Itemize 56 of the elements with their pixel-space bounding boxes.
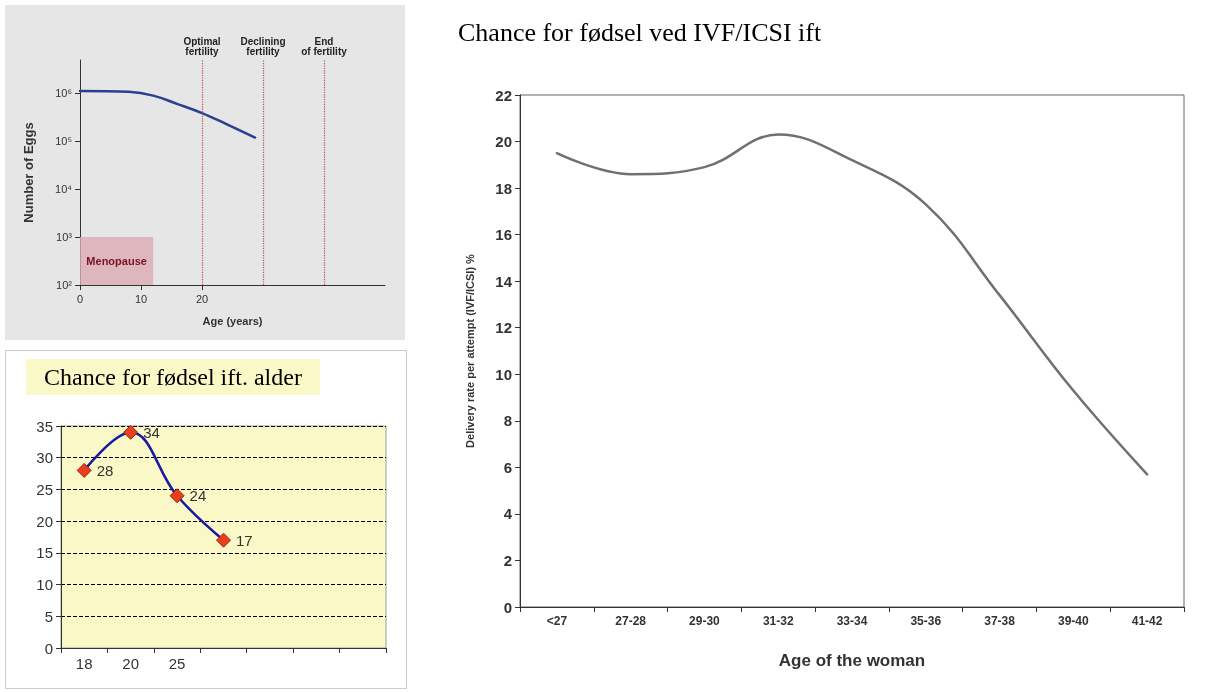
x-tick-label: 35-36: [910, 614, 942, 628]
y-tick-label: 2: [503, 551, 512, 569]
chart-title: Chance for fødsel ift. alder: [44, 364, 302, 390]
x-tick-label: 31-32: [762, 614, 794, 628]
y-tick-label: 14: [495, 272, 513, 290]
y-tick-label: 0: [44, 639, 53, 657]
x-tick-label: 10: [134, 292, 148, 305]
y-tick-label: 15: [36, 544, 53, 562]
y-tick-label: 16: [495, 226, 512, 244]
y-axis-title: Delivery rate per attempt (IVF/ICSI) %: [463, 253, 476, 448]
x-tick-label: 41-42: [1131, 614, 1163, 628]
band-label: Menopause: [86, 255, 147, 268]
x-tick-label: 20: [195, 292, 209, 305]
line-series: [78, 89, 257, 139]
y-tick-label: 10: [495, 365, 512, 383]
y-tick-label: 22: [495, 86, 512, 104]
data-label: 24: [189, 487, 207, 505]
data-label: 17: [236, 531, 253, 549]
x-axis-title: Age of the woman: [778, 651, 926, 670]
y-tick-label: 4: [503, 505, 513, 523]
y-tick-label: 20: [495, 133, 512, 151]
data-label: 34: [143, 423, 160, 441]
line-series: [555, 133, 1149, 476]
ref-line-label: End of fertility: [301, 35, 348, 57]
x-axis-title: Age (years): [202, 314, 263, 327]
y-tick-label: 5: [44, 607, 53, 625]
x-tick-label: 20: [122, 655, 139, 672]
y-tick-label: 25: [36, 480, 53, 498]
data-label: 28: [96, 461, 114, 479]
ref-line-label: Declining fertility: [240, 35, 286, 57]
chart-title: Chance for fødsel ved IVF/ICSI ift: [458, 17, 822, 47]
x-tick-label: 25: [168, 655, 186, 672]
y-tick-label: 10⁵: [55, 135, 72, 148]
y-tick-label: 10²: [56, 279, 73, 291]
y-tick-label: 35: [36, 417, 53, 435]
x-tick-label: 18: [75, 655, 93, 672]
x-tick-label: 37-38: [984, 614, 1016, 628]
y-tick-label: 0: [503, 598, 512, 616]
y-tick-label: 30: [36, 449, 53, 467]
x-tick-label: 0: [76, 292, 84, 305]
y-tick-label: 12: [495, 319, 512, 337]
x-tick-label: 33-34: [836, 614, 868, 628]
y-tick-label: 10⁴: [55, 183, 73, 196]
y-tick-label: 10: [36, 576, 53, 594]
y-tick-label: 8: [503, 412, 512, 430]
y-tick-label: 20: [36, 512, 53, 530]
y-axis-title: Number of Eggs: [21, 122, 36, 223]
x-tick-label: 27-28: [615, 614, 647, 628]
ref-line-label: Optimal fertility: [183, 35, 221, 57]
y-tick-label: 18: [495, 179, 512, 197]
y-tick-label: 10³: [56, 231, 73, 244]
x-tick-label: 39-40: [1057, 614, 1089, 628]
x-tick-label: 29-30: [689, 614, 721, 628]
y-tick-label: 10⁶: [55, 87, 72, 100]
x-tick-label: <27: [546, 614, 568, 628]
y-tick-label: 6: [503, 458, 512, 476]
